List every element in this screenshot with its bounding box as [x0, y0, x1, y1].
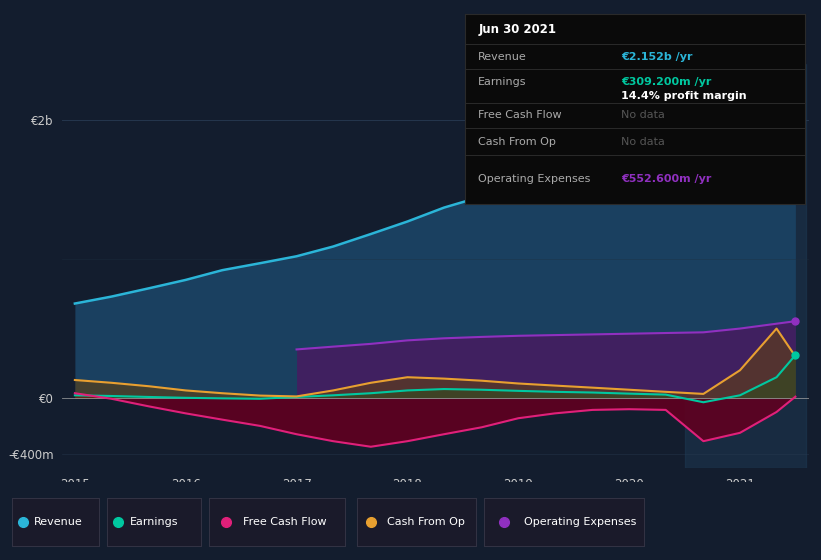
Text: Jun 30 2021: Jun 30 2021 [479, 23, 557, 36]
Text: Cash From Op: Cash From Op [387, 517, 465, 527]
Text: €2.152b /yr: €2.152b /yr [621, 52, 693, 62]
Bar [685, 64, 806, 468]
Text: Free Cash Flow: Free Cash Flow [243, 517, 327, 527]
Text: Revenue: Revenue [34, 517, 83, 527]
Text: Operating Expenses: Operating Expenses [525, 517, 637, 527]
Text: €309.200m /yr: €309.200m /yr [621, 77, 712, 87]
Text: No data: No data [621, 137, 665, 147]
Text: Earnings: Earnings [479, 77, 527, 87]
Text: €552.600m /yr: €552.600m /yr [621, 174, 712, 184]
Text: Revenue: Revenue [479, 52, 527, 62]
Text: Free Cash Flow: Free Cash Flow [479, 110, 562, 120]
Text: 14.4% profit margin: 14.4% profit margin [621, 91, 747, 101]
Text: No data: No data [621, 110, 665, 120]
Text: Operating Expenses: Operating Expenses [479, 174, 590, 184]
Text: Cash From Op: Cash From Op [479, 137, 556, 147]
Text: Earnings: Earnings [131, 517, 179, 527]
